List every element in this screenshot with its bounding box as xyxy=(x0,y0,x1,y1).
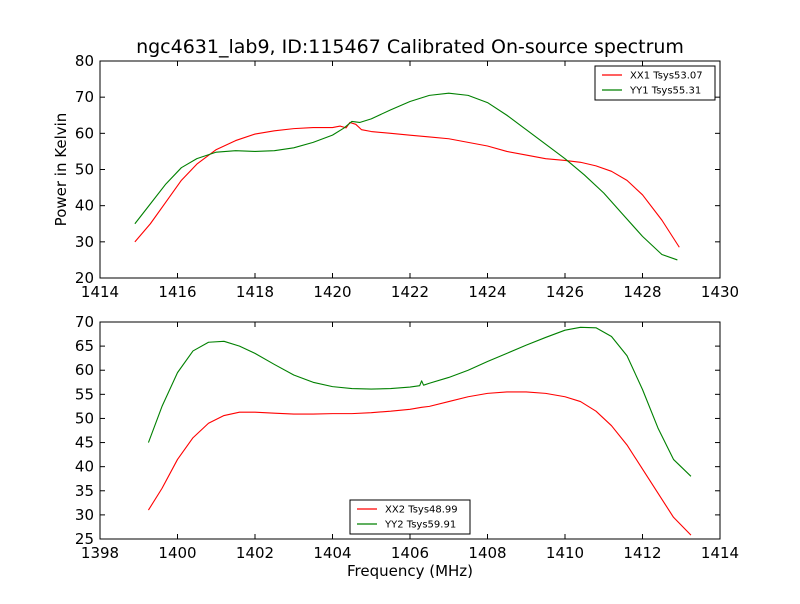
x-axis-label: Frequency (MHz) xyxy=(347,562,473,580)
x-tick-label: 1400 xyxy=(158,544,196,562)
spectrum-plot-bottom: 1398 1400 1402 1404 1406 1408 1410 1412 1414 25 30… xyxy=(75,313,739,562)
legend-label: YY2 Tsys59.91 xyxy=(384,520,456,531)
legend-box xyxy=(349,499,471,535)
x-tick-label: 1410 xyxy=(546,544,584,562)
chart-title: ngc4631_lab9, ID:115467 Calibrated On-so… xyxy=(136,36,684,58)
y-tick-label: 70 xyxy=(75,313,94,331)
x-tick-label: 1412 xyxy=(623,544,661,562)
y-tick-label: 60 xyxy=(75,361,94,379)
series-line xyxy=(134,121,680,248)
legend-box xyxy=(594,65,716,101)
y-tick-label: 80 xyxy=(75,52,94,70)
x-tick-label: 1418 xyxy=(236,283,274,301)
y-axis-label: Power in Kelvin xyxy=(52,113,70,227)
y-tick-label: 45 xyxy=(75,434,94,452)
x-tick-label: 1398 xyxy=(81,544,119,562)
x-tick-label: 1416 xyxy=(158,283,196,301)
y-tick-label: 20 xyxy=(75,269,94,287)
x-tick-label: 1404 xyxy=(313,544,351,562)
x-tick-label: 1414 xyxy=(701,544,739,562)
x-tick-label: 1408 xyxy=(468,544,506,562)
y-tick-label: 50 xyxy=(75,161,94,179)
series-line xyxy=(147,391,692,536)
x-tick-label: 1414 xyxy=(81,283,119,301)
y-tick-label: 40 xyxy=(75,197,94,215)
x-tick-label: 1406 xyxy=(391,544,429,562)
series-line xyxy=(147,326,692,477)
x-tick-label: 1430 xyxy=(701,283,739,301)
legend-label: XX1 Tsys53.07 xyxy=(630,71,703,82)
x-tick-label: 1428 xyxy=(623,283,661,301)
y-tick-label: 60 xyxy=(75,124,94,142)
y-tick-label: 30 xyxy=(75,506,94,524)
series-line xyxy=(134,92,678,261)
legend: XX2 Tsys48.99 YY2 Tsys59.91 xyxy=(349,499,471,535)
y-tick-label: 70 xyxy=(75,88,94,106)
legend: XX1 Tsys53.07 YY1 Tsys55.31 xyxy=(594,65,716,101)
y-tick-label: 30 xyxy=(75,233,94,251)
y-tick-label: 55 xyxy=(75,385,94,403)
y-tick-label: 65 xyxy=(75,337,94,355)
series-group xyxy=(134,92,680,261)
y-tick-label: 35 xyxy=(75,482,94,500)
legend-label: XX2 Tsys48.99 xyxy=(385,505,458,516)
spectrum-plot-top: 1414 1416 1418 1420 1422 1424 1426 1428 1430 20 30… xyxy=(75,52,739,301)
x-tick-label: 1420 xyxy=(313,283,351,301)
x-tick-label: 1422 xyxy=(391,283,429,301)
x-tick-label: 1402 xyxy=(236,544,274,562)
x-tick-label: 1426 xyxy=(546,283,584,301)
y-tick-label: 40 xyxy=(75,458,94,476)
x-tick-label: 1424 xyxy=(468,283,506,301)
y-tick-label: 25 xyxy=(75,530,94,548)
legend-label: YY1 Tsys55.31 xyxy=(629,86,701,97)
series-group xyxy=(147,326,692,536)
y-tick-label: 50 xyxy=(75,409,94,427)
